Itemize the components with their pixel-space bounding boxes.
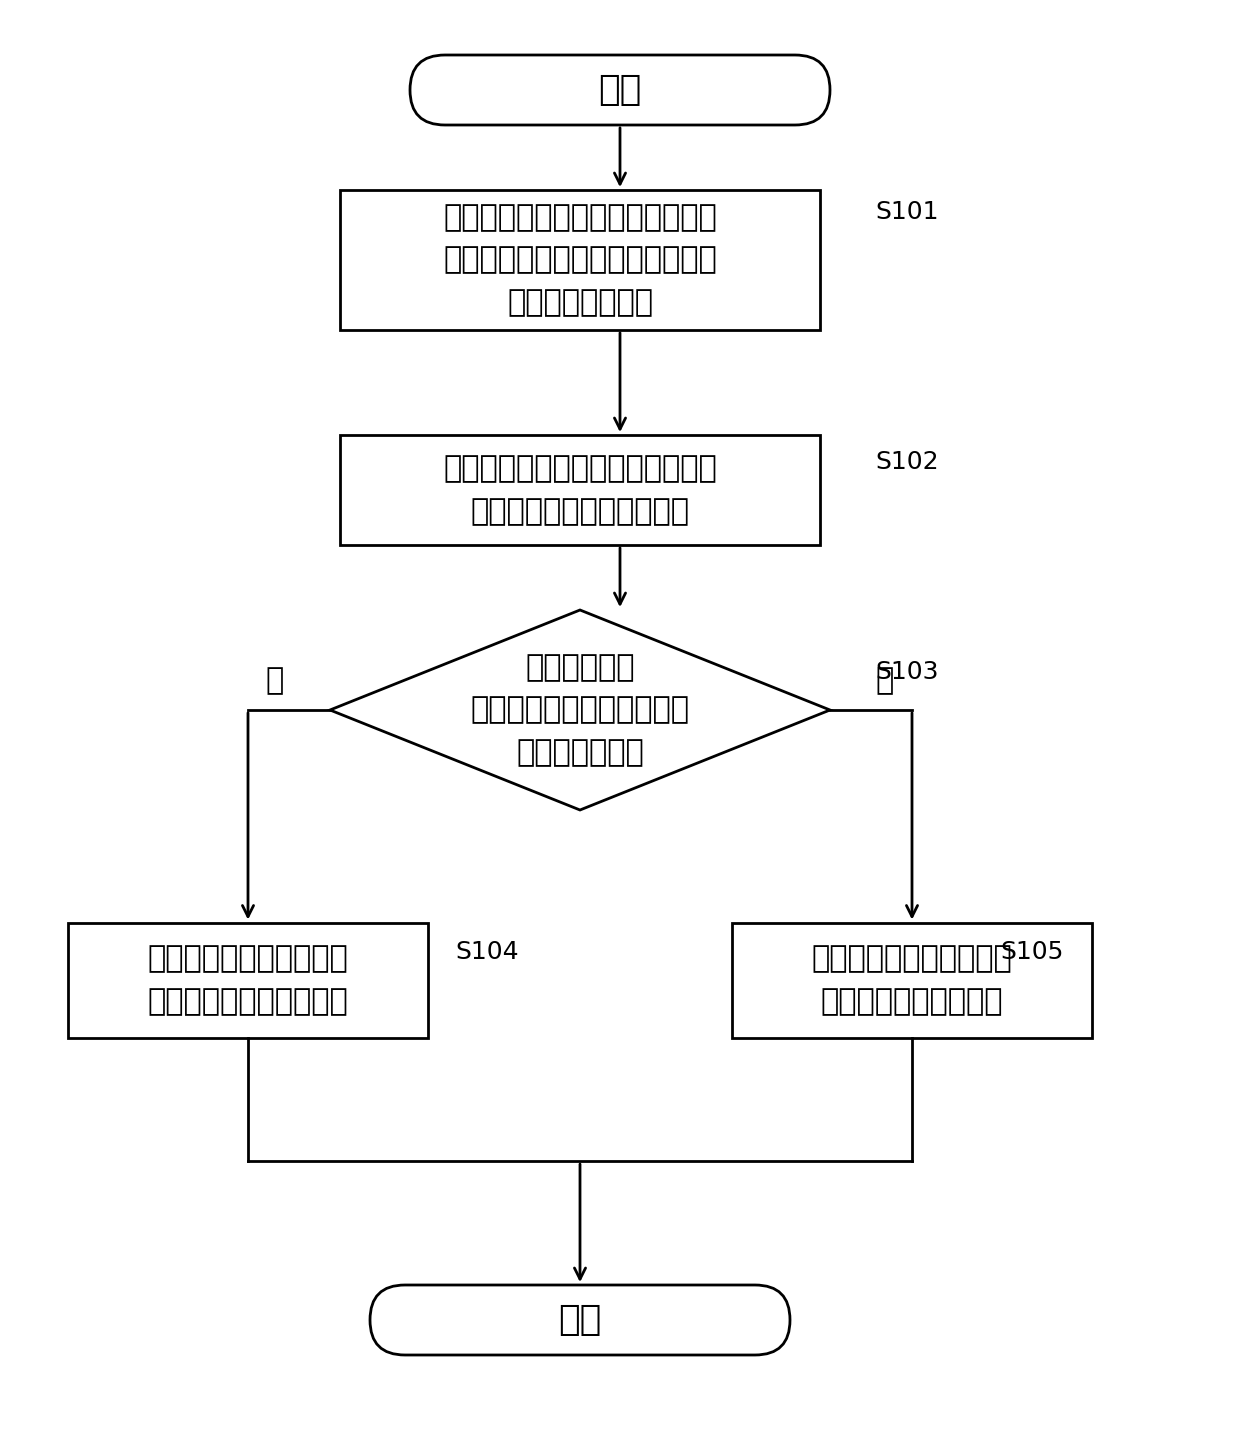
Text: S105: S105 <box>999 940 1064 964</box>
Bar <box>340 435 820 545</box>
Polygon shape <box>330 610 830 810</box>
FancyBboxPatch shape <box>370 1285 790 1355</box>
Text: 将外置存储介质中的当前
运行软件数据进行删除: 将外置存储介质中的当前 运行软件数据进行删除 <box>812 944 1012 1016</box>
Bar <box>340 190 820 330</box>
Text: 是: 是 <box>265 666 284 695</box>
Text: 否: 否 <box>875 666 894 695</box>
Text: 获取单片机的待升级软件数据，并
将单片机的当前运行软件数据备份
至外置存储介质中: 获取单片机的待升级软件数据，并 将单片机的当前运行软件数据备份 至外置存储介质中 <box>443 203 717 317</box>
Text: S104: S104 <box>455 940 518 964</box>
Text: 根据外置存储介质中的当
前运行软件数据进行恢复: 根据外置存储介质中的当 前运行软件数据进行恢复 <box>148 944 348 1016</box>
Text: 开始: 开始 <box>599 73 641 107</box>
Text: 结束: 结束 <box>558 1303 601 1337</box>
Text: 判断单片机的
存储介质中的待升级软件数
据是否存在问题: 判断单片机的 存储介质中的待升级软件数 据是否存在问题 <box>470 653 689 767</box>
FancyBboxPatch shape <box>410 55 830 125</box>
Text: S103: S103 <box>875 660 939 684</box>
Bar <box>732 922 1092 1038</box>
Text: 当备份完成时，将待升级软件数据
拷贝至单片机的存储介质中: 当备份完成时，将待升级软件数据 拷贝至单片机的存储介质中 <box>443 454 717 526</box>
Bar <box>68 922 428 1038</box>
Text: S102: S102 <box>875 450 939 474</box>
Text: S101: S101 <box>875 200 939 223</box>
